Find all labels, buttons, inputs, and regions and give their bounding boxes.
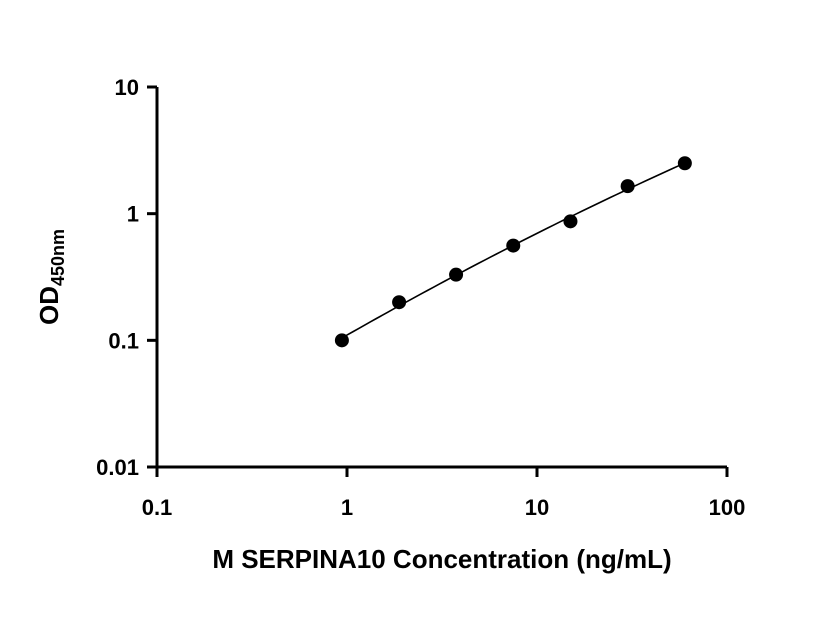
x-axis-title: M SERPINA10 Concentration (ng/mL) (212, 544, 671, 574)
y-axis-title: OD450nm (34, 229, 68, 325)
y-tick-label: 10 (115, 75, 139, 100)
y-tick-label: 0.01 (96, 455, 139, 480)
x-tick-label: 100 (709, 495, 746, 520)
data-point (506, 238, 521, 253)
y-tick-label: 1 (127, 202, 139, 227)
data-point (392, 295, 407, 310)
data-point (677, 156, 692, 171)
x-tick-label: 0.1 (142, 495, 173, 520)
data-point (620, 179, 635, 194)
y-axis-title-subscript: 450nm (48, 229, 68, 286)
x-tick-label: 1 (341, 495, 353, 520)
x-tick-label: 10 (525, 495, 549, 520)
y-axis-title-main: OD (34, 286, 64, 325)
data-point (449, 267, 464, 282)
y-tick-label: 0.1 (108, 328, 139, 353)
data-point (563, 214, 578, 229)
data-point (334, 333, 349, 348)
